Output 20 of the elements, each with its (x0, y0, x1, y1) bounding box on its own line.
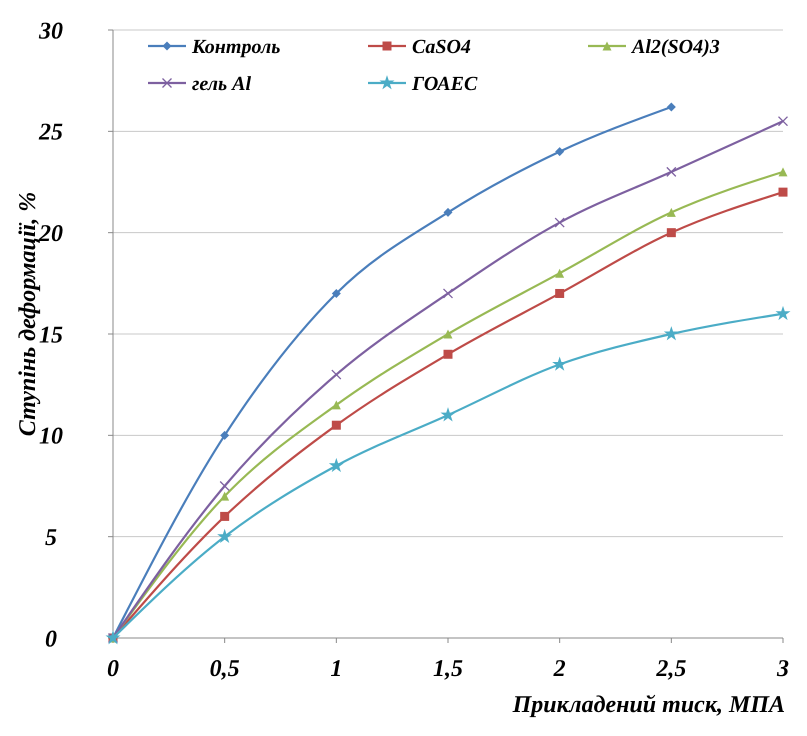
x-tick-label: 2 (552, 656, 566, 682)
y-tick-label: 30 (38, 18, 63, 44)
legend-label: гель Al (192, 73, 252, 95)
x-axis-title: Прикладений тиск, МПА (512, 692, 785, 718)
legend-label: ГОАЕС (411, 73, 478, 95)
legend-label: CaSO4 (412, 36, 471, 58)
y-tick-label: 10 (39, 424, 63, 450)
legend-label: Контроль (191, 36, 280, 58)
y-tick-label: 25 (38, 120, 63, 146)
legend-label: Al2(SO4)3 (630, 36, 720, 58)
y-tick-label: 0 (45, 626, 57, 652)
x-tick-label: 1 (330, 656, 342, 682)
y-axis-title: Ступінь деформації, % (15, 192, 41, 436)
x-tick-label: 0 (107, 656, 119, 682)
y-tick-label: 5 (45, 525, 57, 552)
x-tick-label: 1,5 (433, 656, 463, 682)
x-tick-label: 0,5 (210, 656, 240, 682)
y-tick-label: 15 (39, 322, 63, 348)
x-tick-label: 2,5 (655, 656, 686, 682)
x-tick-label: 3 (776, 656, 789, 682)
